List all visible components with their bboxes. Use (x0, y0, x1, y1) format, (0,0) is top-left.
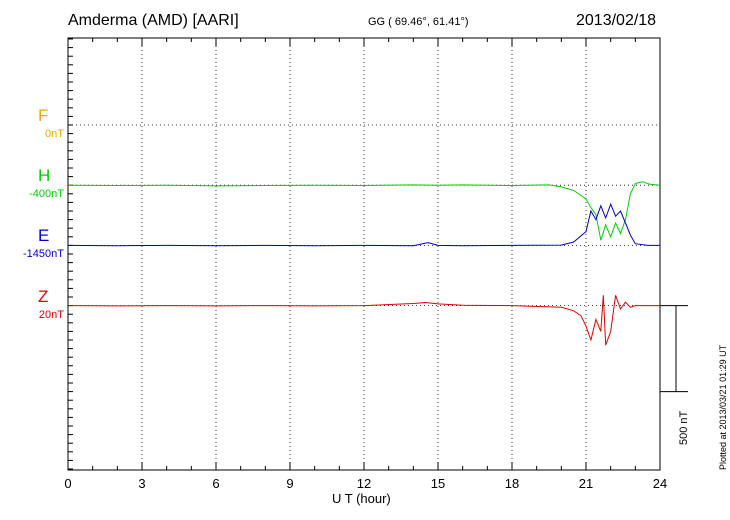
plotted-timestamp: Plotted at 2013/03/21 01:29 UT (718, 344, 728, 470)
scale-bar-label: 500 nT (678, 410, 690, 445)
component-name-h: H (38, 166, 51, 186)
component-baseline-e: -1450nT (23, 248, 64, 261)
series-z-line (67, 295, 660, 346)
x-tick-label: 21 (579, 476, 593, 491)
x-tick-label: 6 (212, 476, 219, 491)
series-h-line (67, 181, 661, 241)
x-tick-label: 18 (505, 476, 519, 491)
component-baseline-z: 20nT (38, 308, 64, 321)
component-name-z: Z (38, 286, 49, 306)
x-tick-label: 0 (64, 476, 71, 491)
plot-date: 2013/02/18 (576, 12, 657, 29)
component-baseline-f: 0nT (45, 128, 64, 140)
component-name-e: E (38, 226, 50, 246)
station-title: Amderma (AMD) [AARI] (68, 12, 239, 29)
x-tick-label: 12 (357, 476, 371, 491)
component-name-f: F (38, 106, 49, 125)
x-tick-label: 15 (431, 476, 445, 491)
x-tick-label: 24 (653, 476, 667, 491)
x-tick-label: 9 (286, 476, 293, 491)
series-e-line (67, 202, 660, 247)
x-tick-label: 3 (138, 476, 145, 491)
geographic-coords: GG ( 69.46°, 61.41°) (368, 16, 469, 28)
component-baseline-h: -400nT (29, 188, 64, 201)
x-axis-label: U T (hour) (332, 491, 391, 506)
